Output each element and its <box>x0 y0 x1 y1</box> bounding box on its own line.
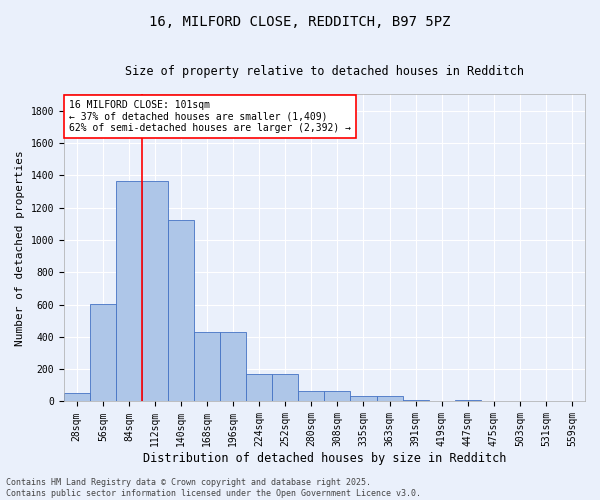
Bar <box>325 391 350 402</box>
Bar <box>142 181 168 402</box>
Bar <box>168 220 194 402</box>
Bar <box>403 400 428 402</box>
Y-axis label: Number of detached properties: Number of detached properties <box>15 150 25 346</box>
Title: Size of property relative to detached houses in Redditch: Size of property relative to detached ho… <box>125 65 524 78</box>
X-axis label: Distribution of detached houses by size in Redditch: Distribution of detached houses by size … <box>143 452 506 465</box>
Bar <box>377 396 403 402</box>
Bar <box>455 400 481 402</box>
Bar <box>246 374 272 402</box>
Bar <box>194 332 220 402</box>
Text: 16 MILFORD CLOSE: 101sqm
← 37% of detached houses are smaller (1,409)
62% of sem: 16 MILFORD CLOSE: 101sqm ← 37% of detach… <box>70 100 352 133</box>
Bar <box>64 394 90 402</box>
Bar <box>350 396 377 402</box>
Bar <box>90 304 116 402</box>
Bar <box>298 391 325 402</box>
Text: Contains HM Land Registry data © Crown copyright and database right 2025.
Contai: Contains HM Land Registry data © Crown c… <box>6 478 421 498</box>
Bar <box>116 181 142 402</box>
Bar <box>272 374 298 402</box>
Text: 16, MILFORD CLOSE, REDDITCH, B97 5PZ: 16, MILFORD CLOSE, REDDITCH, B97 5PZ <box>149 15 451 29</box>
Bar <box>220 332 246 402</box>
